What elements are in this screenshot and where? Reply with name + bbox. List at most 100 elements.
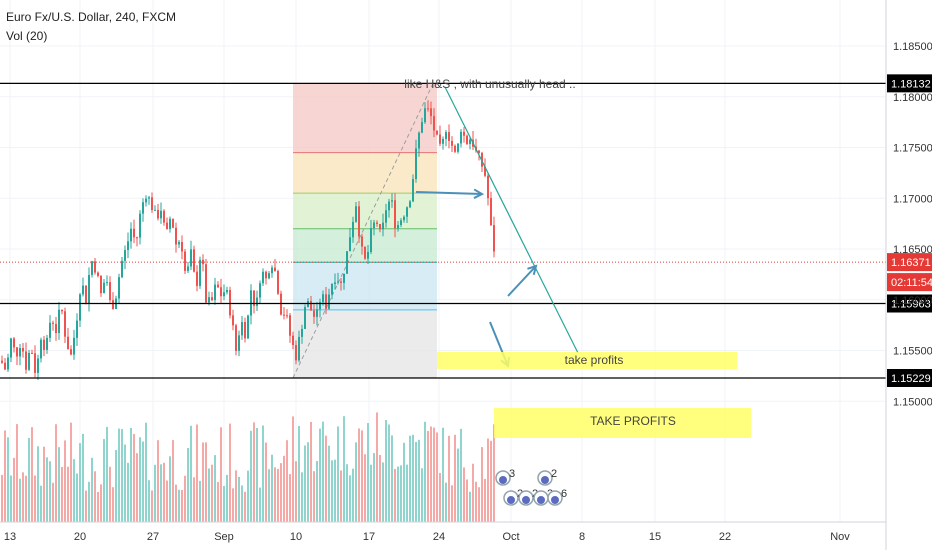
candle-down: [133, 228, 135, 238]
candle-down: [112, 300, 114, 309]
candle-up: [334, 282, 336, 284]
candle-down: [484, 166, 486, 176]
candle-up: [19, 348, 21, 357]
candle-up: [154, 209, 156, 211]
volume-bar: [301, 472, 303, 522]
candle-down: [340, 281, 342, 283]
candle-down: [220, 287, 222, 297]
volume-bar: [247, 470, 249, 522]
candle-down: [427, 108, 429, 110]
volume-bar: [463, 467, 465, 522]
candle-down: [55, 323, 57, 333]
volume-bar: [145, 422, 147, 522]
volume-bar: [418, 439, 420, 522]
candle-up: [247, 315, 249, 339]
candle-up: [397, 225, 399, 229]
candle-down: [22, 348, 24, 352]
volume-bar: [352, 468, 354, 522]
volume-bar: [31, 427, 33, 522]
candle-up: [418, 132, 420, 149]
volume-bar: [70, 422, 72, 522]
event-count: 2: [551, 468, 557, 480]
level-price-label: 1.15229: [891, 373, 931, 385]
candle-up: [367, 251, 369, 259]
candle-up: [298, 336, 300, 361]
volume-bar: [16, 424, 18, 522]
candle-down: [361, 236, 363, 247]
volume-indicator-label[interactable]: Vol (20): [6, 29, 48, 43]
candle-down: [436, 130, 438, 135]
volume-bar: [331, 460, 333, 522]
level-lines[interactable]: 1.18132 1.15963 1.15229 1.16371 02:11:54: [0, 74, 932, 388]
volume-bar: [244, 491, 246, 522]
candle-down: [490, 198, 492, 226]
fib-retracement[interactable]: [292, 83, 437, 379]
volume-bar: [391, 435, 393, 522]
volume-bar: [403, 442, 405, 522]
candle-down: [364, 246, 366, 259]
candle-down: [34, 353, 36, 373]
candle-up: [337, 281, 339, 283]
volume-bar: [241, 485, 243, 522]
drawings[interactable]: take profits TAKE PROFITS like H&S , with …: [404, 77, 751, 438]
candle-down: [25, 351, 27, 370]
volume-bar: [427, 430, 429, 522]
volume-bar: [181, 489, 183, 522]
volume-bar: [250, 430, 252, 522]
symbol-title[interactable]: Euro Fx/U.S. Dollar, 240, FXCM: [6, 10, 177, 24]
volume-bar: [94, 471, 96, 522]
y-tick-label: 1.15500: [893, 346, 932, 358]
candle-down: [292, 335, 294, 346]
volume-bar: [10, 475, 12, 522]
volume-bar: [97, 491, 99, 522]
candle-down: [310, 301, 312, 311]
volume-bar: [307, 442, 309, 522]
candle-down: [151, 197, 153, 211]
volume-bar: [442, 427, 444, 522]
candle-down: [466, 135, 468, 144]
volume-bar: [121, 429, 123, 522]
candle-down: [163, 210, 165, 223]
candle-up: [259, 283, 261, 298]
candle-up: [346, 251, 348, 274]
candle-up: [271, 267, 273, 274]
volume-bar: [289, 474, 291, 522]
volume-bar: [346, 464, 348, 522]
x-tick-label: 24: [433, 531, 445, 543]
volume-bar: [334, 459, 336, 522]
candle-up: [322, 294, 324, 303]
candle-up: [262, 271, 264, 284]
arrow-shaft: [415, 191, 483, 195]
volume-bar: [115, 449, 117, 522]
volume-bar: [142, 441, 144, 522]
candle-up: [316, 309, 318, 317]
volume-bar: [133, 433, 135, 522]
candle-down: [94, 261, 96, 273]
volume-bar: [202, 442, 204, 522]
volume-bar: [217, 482, 219, 522]
volume-bar: [235, 470, 237, 522]
candle-down: [376, 222, 378, 224]
y-tick-label: 1.18500: [893, 41, 932, 53]
volume-bar: [229, 423, 231, 522]
event-count: 6: [561, 488, 567, 500]
candle-down: [439, 134, 441, 144]
event-icons[interactable]: 322226: [495, 468, 567, 506]
candle-down: [448, 132, 450, 141]
arrow-head: [527, 264, 538, 275]
volume-bar: [91, 457, 93, 522]
level-price-tag: [887, 294, 932, 313]
volume-bar: [472, 463, 474, 522]
volume-bar: [124, 444, 126, 522]
candle-down: [175, 227, 177, 245]
volume-bar: [319, 428, 321, 522]
volume-bar: [475, 481, 477, 522]
fib-zone: [293, 83, 437, 153]
fib-zone: [293, 309, 437, 378]
candle-up: [319, 302, 321, 310]
candle-down: [244, 322, 246, 339]
take-profit-label-small: take profits: [565, 353, 624, 367]
candle-down: [43, 339, 45, 350]
volume-bar: [184, 475, 186, 522]
